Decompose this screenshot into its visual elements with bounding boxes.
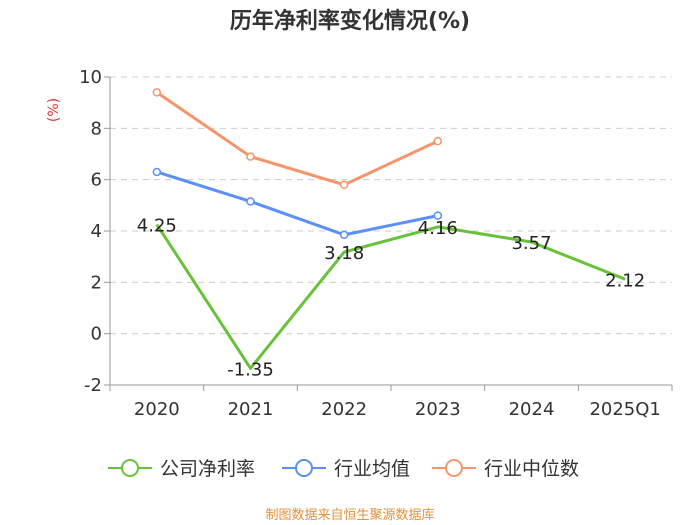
- y-tick-label: 6: [91, 170, 102, 191]
- legend-item[interactable]: 行业均值: [282, 458, 410, 480]
- data-labels: 4.25 -1.35 3.18 4.16 3.57 2.12: [137, 216, 645, 381]
- y-tick-label: 8: [91, 118, 102, 139]
- series-2: [152, 88, 443, 190]
- y-tick-label: -2: [84, 375, 102, 396]
- x-tick-label: 2020: [134, 399, 180, 420]
- legend-label: 公司净利率: [160, 458, 255, 480]
- y-tick-label: 2: [91, 272, 102, 293]
- x-tick-label: 2025Q1: [589, 399, 660, 420]
- y-tick-label: 4: [91, 221, 102, 242]
- source-note: 制图数据来自恒生聚源数据库: [265, 507, 434, 523]
- x-tick-label: 2021: [228, 399, 274, 420]
- data-label: -1.35: [227, 359, 274, 380]
- x-tick-label: 2022: [321, 399, 367, 420]
- y-axis-unit: (%): [46, 98, 62, 122]
- series-0: [155, 223, 626, 370]
- axes: 10 8 6 4 2 0 -2 2020 2021 2022 2023 2024 2025Q1: [79, 67, 673, 420]
- legend-item[interactable]: 行业中位数: [432, 458, 579, 480]
- legend-marker: [445, 459, 463, 477]
- data-label: 4.16: [418, 218, 458, 239]
- legend[interactable]: 公司净利率 行业均值 行业中位数: [108, 458, 579, 480]
- data-label: 4.25: [137, 216, 177, 237]
- legend-marker: [121, 459, 139, 477]
- y-tick-label: 10: [79, 67, 102, 88]
- gridlines: [110, 76, 672, 335]
- x-tick-label: 2024: [509, 399, 555, 420]
- chart-title: 历年净利率变化情况(%): [230, 8, 470, 34]
- legend-item[interactable]: 公司净利率: [108, 458, 255, 480]
- data-point[interactable]: [339, 180, 349, 190]
- data-point[interactable]: [433, 211, 443, 220]
- data-label: 3.57: [511, 233, 551, 254]
- data-point[interactable]: [152, 167, 162, 177]
- data-point[interactable]: [433, 136, 443, 146]
- data-label: 3.18: [324, 243, 364, 264]
- data-point[interactable]: [246, 197, 255, 206]
- series-1: [152, 167, 443, 240]
- y-tick-label: 0: [91, 324, 102, 345]
- legend-marker: [295, 459, 313, 477]
- data-point[interactable]: [339, 230, 349, 240]
- legend-label: 行业中位数: [484, 458, 579, 480]
- data-point[interactable]: [246, 152, 255, 161]
- legend-label: 行业均值: [334, 458, 410, 480]
- series-line: [156, 170, 439, 237]
- data-label: 2.12: [605, 270, 645, 291]
- series-lines: [152, 88, 626, 370]
- series-line: [155, 223, 626, 370]
- data-point[interactable]: [152, 88, 162, 97]
- series-line: [155, 91, 439, 187]
- x-tick-label: 2023: [415, 399, 461, 420]
